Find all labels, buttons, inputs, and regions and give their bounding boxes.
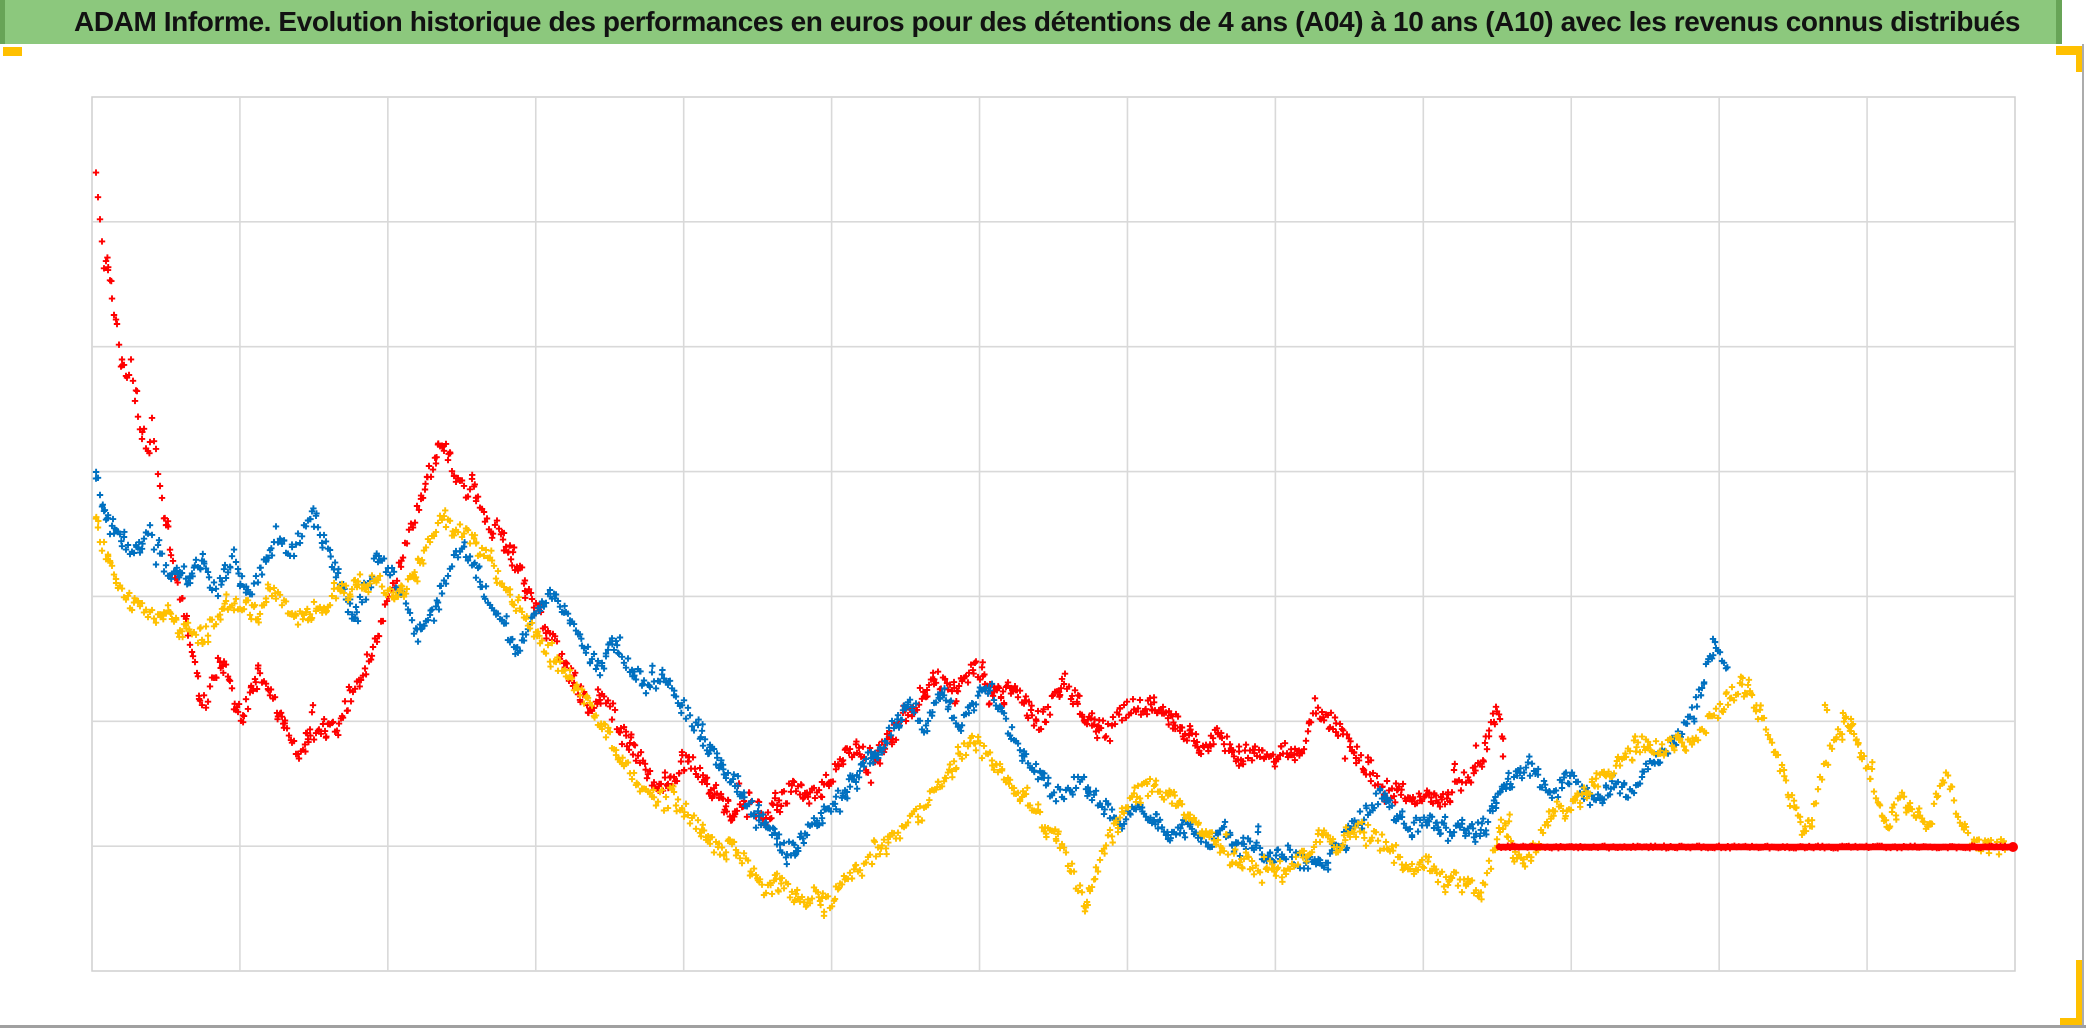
corner-accent-bottom-right-v bbox=[2076, 960, 2084, 1028]
title-bar-left-edge bbox=[0, 0, 5, 44]
corner-accent-top-right-h bbox=[2056, 46, 2084, 55]
corner-accent-top-right-v bbox=[2076, 46, 2084, 72]
page-title: ADAM Informe. Evolution historique des p… bbox=[74, 6, 2021, 37]
corner-accent-top-left bbox=[3, 47, 22, 56]
frame-bottom-line bbox=[0, 1025, 2086, 1028]
chart-region bbox=[0, 44, 2086, 1031]
title-bar: ADAM Informe. Evolution historique des p… bbox=[0, 0, 2062, 44]
title-bar-right-edge bbox=[2056, 0, 2062, 44]
performance-chart bbox=[91, 96, 2018, 972]
corner-accent-bottom-right-h bbox=[2060, 1018, 2084, 1028]
frame-right-line bbox=[2082, 44, 2084, 1028]
